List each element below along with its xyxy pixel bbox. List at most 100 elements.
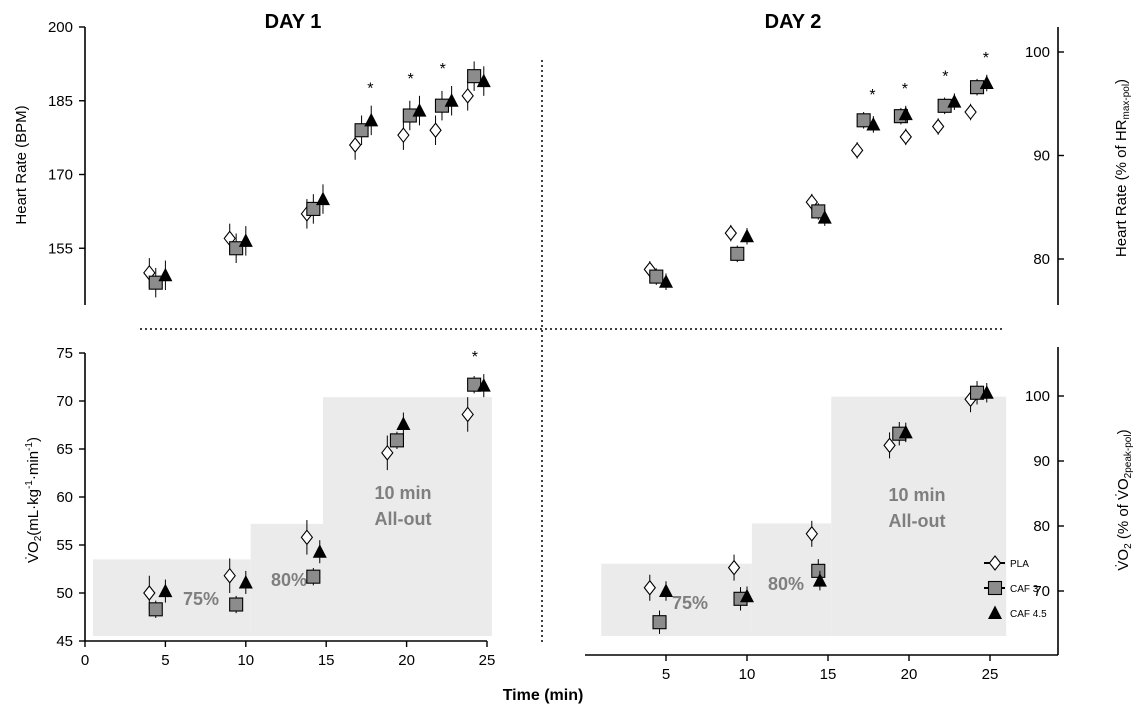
- y-tick-label-bottom-left-60: 60: [56, 489, 73, 506]
- point-bottom-left-pla-3: [381, 444, 394, 461]
- y-axis-label-top-left: Heart Rate (BPM): [13, 105, 30, 224]
- y-tick-label-top-left-170: 170: [48, 167, 73, 184]
- significance-asterisk-top-right-2: *: [942, 68, 948, 85]
- significance-asterisk-top-right-1: *: [902, 81, 908, 98]
- y-tick-label-bottom-left-65: 65: [56, 441, 73, 458]
- stage-label-75-day2: 75%: [672, 593, 708, 613]
- point-top-right-pla-5: [931, 118, 945, 135]
- point-bottom-right-caf3-0: [652, 615, 667, 630]
- stage-label-allout-line2-day1: All-out: [375, 509, 432, 529]
- point-top-right-caf4.5-6: [979, 75, 994, 90]
- point-bottom-right-caf4.5-4: [979, 385, 994, 399]
- point-bottom-left-caf3-0: [148, 602, 163, 617]
- significance-asterisk-top-left-0: *: [367, 81, 373, 98]
- point-bottom-right-caf4.5-1: [740, 588, 754, 603]
- significance-asterisk-top-right-3: *: [983, 50, 989, 67]
- y-tick-label-bottom-left-50: 50: [56, 585, 73, 602]
- point-bottom-right-caf4.5-0: [659, 583, 673, 597]
- stage-label-allout-line1-day1: 10 min: [374, 483, 431, 503]
- point-top-left-caf4.5-2: [315, 191, 330, 206]
- x-tick-label-bottom-right-20: 20: [901, 666, 918, 683]
- stage-region-bottom-right-2: [831, 396, 1007, 636]
- x-tick-label-bottom-right-15: 15: [820, 666, 837, 683]
- point-top-left-caf3-6: [467, 69, 482, 84]
- point-top-right-pla-4: [899, 128, 912, 145]
- y-axis-label-bottom-right: V̇O2 (% of V̇O2peak-pol): [1115, 429, 1134, 570]
- x-tick-label-bottom-left-20: 20: [398, 652, 415, 669]
- point-top-right-caf4.5-1: [740, 228, 754, 243]
- x-tick-label-bottom-left-5: 5: [161, 652, 169, 669]
- point-bottom-left-caf3-1: [229, 597, 244, 612]
- point-bottom-left-caf4.5-2: [312, 544, 327, 558]
- point-top-left-pla-3: [348, 137, 362, 153]
- x-tick-label-bottom-left-25: 25: [479, 652, 496, 669]
- point-top-right-pla-3: [850, 142, 864, 159]
- point-top-left-caf4.5-4: [412, 103, 427, 117]
- point-top-left-caf4.5-5: [444, 93, 459, 107]
- x-tick-label-bottom-left-15: 15: [318, 652, 335, 669]
- y-tick-label-top-left-200: 200: [48, 19, 73, 36]
- stage-label-80-day1: 80%: [271, 570, 307, 590]
- y-tick-label-bottom-right-70: 70: [1033, 583, 1050, 600]
- point-top-left-pla-4: [397, 127, 410, 144]
- legend-marker-caf4.5: [988, 605, 1002, 619]
- point-bottom-right-caf3-2: [811, 563, 826, 578]
- point-top-right-caf4.5-4: [898, 106, 913, 121]
- legend-label-caf3: CAF 3: [1010, 584, 1039, 595]
- svg-text:V̇O2 (% of V̇O2peak-pol): V̇O2 (% of V̇O2peak-pol): [1115, 429, 1134, 570]
- point-top-right-caf4.5-5: [947, 94, 962, 108]
- stage-labels: 75% 80% 10 min All-out 75% 80% 10 min Al…: [183, 483, 946, 613]
- y-tick-label-bottom-left-75: 75: [56, 345, 73, 362]
- point-bottom-right-caf4.5-2: [812, 573, 827, 587]
- point-bottom-left-caf4.5-4: [476, 378, 491, 392]
- point-bottom-left-caf4.5-0: [158, 583, 173, 598]
- point-bottom-left-pla-0: [143, 585, 156, 601]
- point-top-right-caf4.5-2: [817, 210, 832, 224]
- data-marks: * * * * * * * *: [143, 50, 994, 634]
- y-tick-label-top-right-100: 100: [1025, 44, 1050, 61]
- stage-label-75-day1: 75%: [183, 589, 219, 609]
- point-bottom-right-pla-0: [643, 579, 656, 596]
- x-axis-label: Time (min): [503, 687, 584, 704]
- y-tick-label-top-left-185: 185: [48, 93, 73, 110]
- point-bottom-left-pla-4: [461, 406, 474, 423]
- y-tick-label-bottom-right-80: 80: [1033, 518, 1050, 535]
- y-tick-label-top-left-155: 155: [48, 240, 73, 257]
- stage-region-bottom-left-0: [93, 559, 251, 636]
- axes: 1551701852008090100455055606570757080901…: [48, 19, 1064, 683]
- point-top-left-pla-6: [461, 87, 474, 104]
- significance-asterisk-top-left-1: *: [407, 71, 413, 88]
- point-top-right-pla-1: [724, 225, 737, 242]
- y-tick-label-bottom-right-90: 90: [1033, 453, 1050, 470]
- stage-label-80-day2: 80%: [768, 574, 804, 594]
- point-bottom-right-pla-2: [805, 525, 818, 542]
- y-axis-label-top-right: Heart Rate (% of HRmax-pol): [1113, 79, 1132, 257]
- point-bottom-left-pla-1: [223, 567, 236, 584]
- y-tick-label-bottom-left-55: 55: [56, 537, 73, 554]
- point-top-left-caf3-3: [354, 123, 369, 138]
- point-bottom-right-caf4.5-3: [898, 424, 913, 439]
- point-bottom-left-caf3-2: [306, 569, 321, 584]
- point-top-left-caf4.5-0: [158, 267, 173, 282]
- y-axis-label-bottom-left: V̇O2(mL·kg-1·min-1): [24, 437, 44, 563]
- y-tick-label-top-right-80: 80: [1033, 251, 1050, 268]
- y-tick-label-bottom-left-70: 70: [56, 393, 73, 410]
- x-tick-label-bottom-left-10: 10: [237, 652, 254, 669]
- legend-marker-pla: [988, 555, 1002, 571]
- point-top-left-caf4.5-1: [238, 233, 253, 247]
- legend-label-pla: PLA: [1010, 559, 1029, 570]
- significance-asterisk-top-left-2: *: [440, 61, 446, 78]
- point-top-right-caf4.5-0: [659, 274, 673, 288]
- x-tick-label-bottom-left-0: 0: [81, 652, 89, 669]
- significance-asterisk-top-right-0: *: [869, 87, 875, 104]
- legend: PLA CAF 3 CAF 4.5: [984, 555, 1047, 620]
- panel-title-day1: DAY 1: [265, 11, 322, 33]
- x-tick-label-bottom-right-25: 25: [982, 666, 999, 683]
- stage-region-bottom-left-2: [322, 397, 492, 636]
- x-tick-label-bottom-right-5: 5: [662, 666, 670, 683]
- point-bottom-right-pla-1: [727, 559, 741, 576]
- point-top-left-caf3-2: [306, 201, 321, 216]
- x-tick-label-bottom-right-10: 10: [739, 666, 756, 683]
- point-bottom-right-pla-3: [883, 437, 896, 454]
